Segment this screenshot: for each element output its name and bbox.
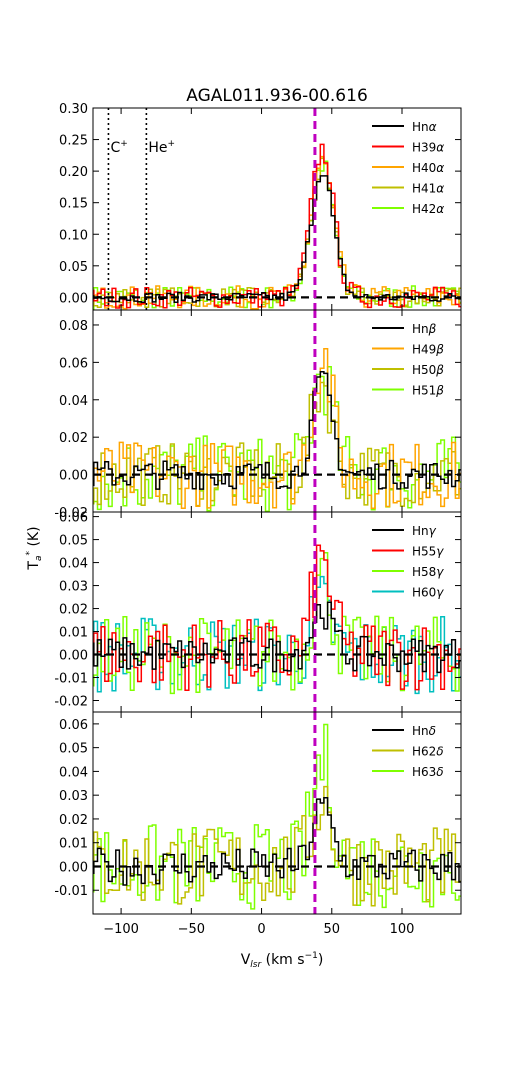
y-tick-label: 0.00 bbox=[59, 649, 88, 664]
y-tick-label: -0.02 bbox=[54, 695, 88, 710]
chart-title: AGAL011.936-00.616 bbox=[186, 86, 368, 106]
x-tick-label: 0 bbox=[257, 922, 265, 937]
y-tick-label: 0.05 bbox=[59, 260, 88, 275]
y-tick-label: 0.04 bbox=[59, 394, 88, 409]
series-h55 bbox=[93, 544, 461, 691]
y-tick-label: 0.02 bbox=[59, 603, 88, 618]
y-tick-label: 0.08 bbox=[59, 319, 88, 334]
y-tick-label: 0.06 bbox=[59, 511, 88, 526]
panel-frame bbox=[92, 107, 462, 311]
y-tick-label: 0.15 bbox=[59, 197, 88, 212]
x-axis-label: Vlsr (km s−1) bbox=[241, 951, 324, 970]
y-tick-label: 0.20 bbox=[59, 165, 88, 180]
legend-entry: Hnδ bbox=[412, 724, 436, 738]
y-tick-label: 0.00 bbox=[59, 469, 88, 484]
legend-beta: Hnβ H49β H50β H51β bbox=[372, 322, 444, 398]
legend-alpha: Hnα H39α H40α H41α H42α bbox=[372, 120, 444, 216]
legend-entry: Hnα bbox=[412, 120, 437, 134]
y-tick-label: 0.30 bbox=[59, 102, 88, 117]
legend-entry: H39α bbox=[412, 141, 444, 155]
legend-gamma: Hnγ H55γ H58γ H60γ bbox=[372, 524, 444, 600]
legend-entry: H42α bbox=[412, 202, 444, 216]
series-hn bbox=[93, 175, 461, 304]
legend-delta: Hnδ H62δ H63δ bbox=[372, 724, 444, 779]
x-tick-label: −100 bbox=[103, 922, 139, 937]
y-tick-label: 0.00 bbox=[59, 291, 88, 306]
y-tick-label: 0.02 bbox=[59, 813, 88, 828]
y-tick-label: 0.01 bbox=[59, 837, 88, 852]
panel-beta: 0.08 0.06 0.04 0.02 0.00 -0.02 Hnβ H49β H50β H51β bbox=[54, 309, 462, 521]
legend-entry: H51β bbox=[412, 384, 444, 398]
y-tick-label: 0.06 bbox=[59, 718, 88, 733]
y-tick-label: 0.05 bbox=[59, 742, 88, 757]
y-tick-label: 0.04 bbox=[59, 557, 88, 572]
y-tick-label: 0.03 bbox=[59, 580, 88, 595]
panel-delta: 0.06 0.05 0.04 0.03 0.02 0.01 0.00 -0.01 Hnδ H62δ… bbox=[54, 711, 462, 915]
y-tick-label: 0.10 bbox=[59, 228, 88, 243]
legend-entry: Hnγ bbox=[412, 524, 437, 538]
y-tick-label: -0.01 bbox=[54, 884, 88, 899]
panel-gamma: 0.06 0.05 0.04 0.03 0.02 0.01 0.00 -0.01 -0.02 Hn… bbox=[54, 511, 462, 713]
y-tick-label: 0.06 bbox=[59, 356, 88, 371]
x-tick-labels: −100 −50 0 50 100 bbox=[103, 922, 414, 937]
series-hn bbox=[93, 371, 461, 490]
y-tick-label: -0.01 bbox=[54, 672, 88, 687]
y-tick-label: 0.05 bbox=[59, 534, 88, 549]
legend-entry: H63δ bbox=[412, 765, 444, 779]
x-tick-label: 50 bbox=[324, 922, 341, 937]
series-h63 bbox=[93, 723, 461, 910]
legend-entry: Hnβ bbox=[412, 322, 437, 336]
x-tick-label: 100 bbox=[390, 922, 415, 937]
y-tick-label: 0.04 bbox=[59, 765, 88, 780]
series-h60 bbox=[93, 575, 461, 695]
legend-entry: H49β bbox=[412, 343, 444, 357]
legend-entry: H62δ bbox=[412, 745, 444, 759]
series-h49 bbox=[93, 348, 461, 509]
legend-entry: H41α bbox=[412, 182, 444, 196]
y-axis-label: Ta* (K) bbox=[25, 526, 44, 570]
legend-entry: H55γ bbox=[412, 545, 444, 559]
series-h58 bbox=[93, 552, 461, 695]
y-tick-label: 0.00 bbox=[59, 860, 88, 875]
legend-entry: H40α bbox=[412, 161, 444, 175]
legend-entry: H60γ bbox=[412, 586, 444, 600]
legend-entry: H50β bbox=[412, 363, 444, 377]
legend-entry: H58γ bbox=[412, 565, 444, 579]
series-h62 bbox=[93, 785, 461, 907]
series-h51 bbox=[93, 365, 461, 512]
y-tick-label: 0.25 bbox=[59, 134, 88, 149]
x-tick-label: −50 bbox=[178, 922, 205, 937]
c-plus-label: C+ bbox=[110, 139, 127, 156]
series-hn bbox=[93, 601, 461, 674]
panel-alpha: C+ He+ 0.30 0.25 0.20 0.15 0.10 0.05 0.00 Hnα H39α… bbox=[59, 102, 462, 311]
panel-frame bbox=[92, 711, 462, 915]
y-tick-label: -0.02 bbox=[54, 506, 88, 521]
y-tick-label: 0.02 bbox=[59, 431, 88, 446]
he-plus-label: He+ bbox=[148, 139, 175, 156]
panels-group: C+ He+ 0.30 0.25 0.20 0.15 0.10 0.05 0.00 Hnα H39α… bbox=[54, 102, 462, 915]
series-hn bbox=[93, 797, 461, 886]
y-tick-label: 0.03 bbox=[59, 789, 88, 804]
series-h39 bbox=[93, 143, 461, 309]
y-tick-label: 0.01 bbox=[59, 626, 88, 641]
